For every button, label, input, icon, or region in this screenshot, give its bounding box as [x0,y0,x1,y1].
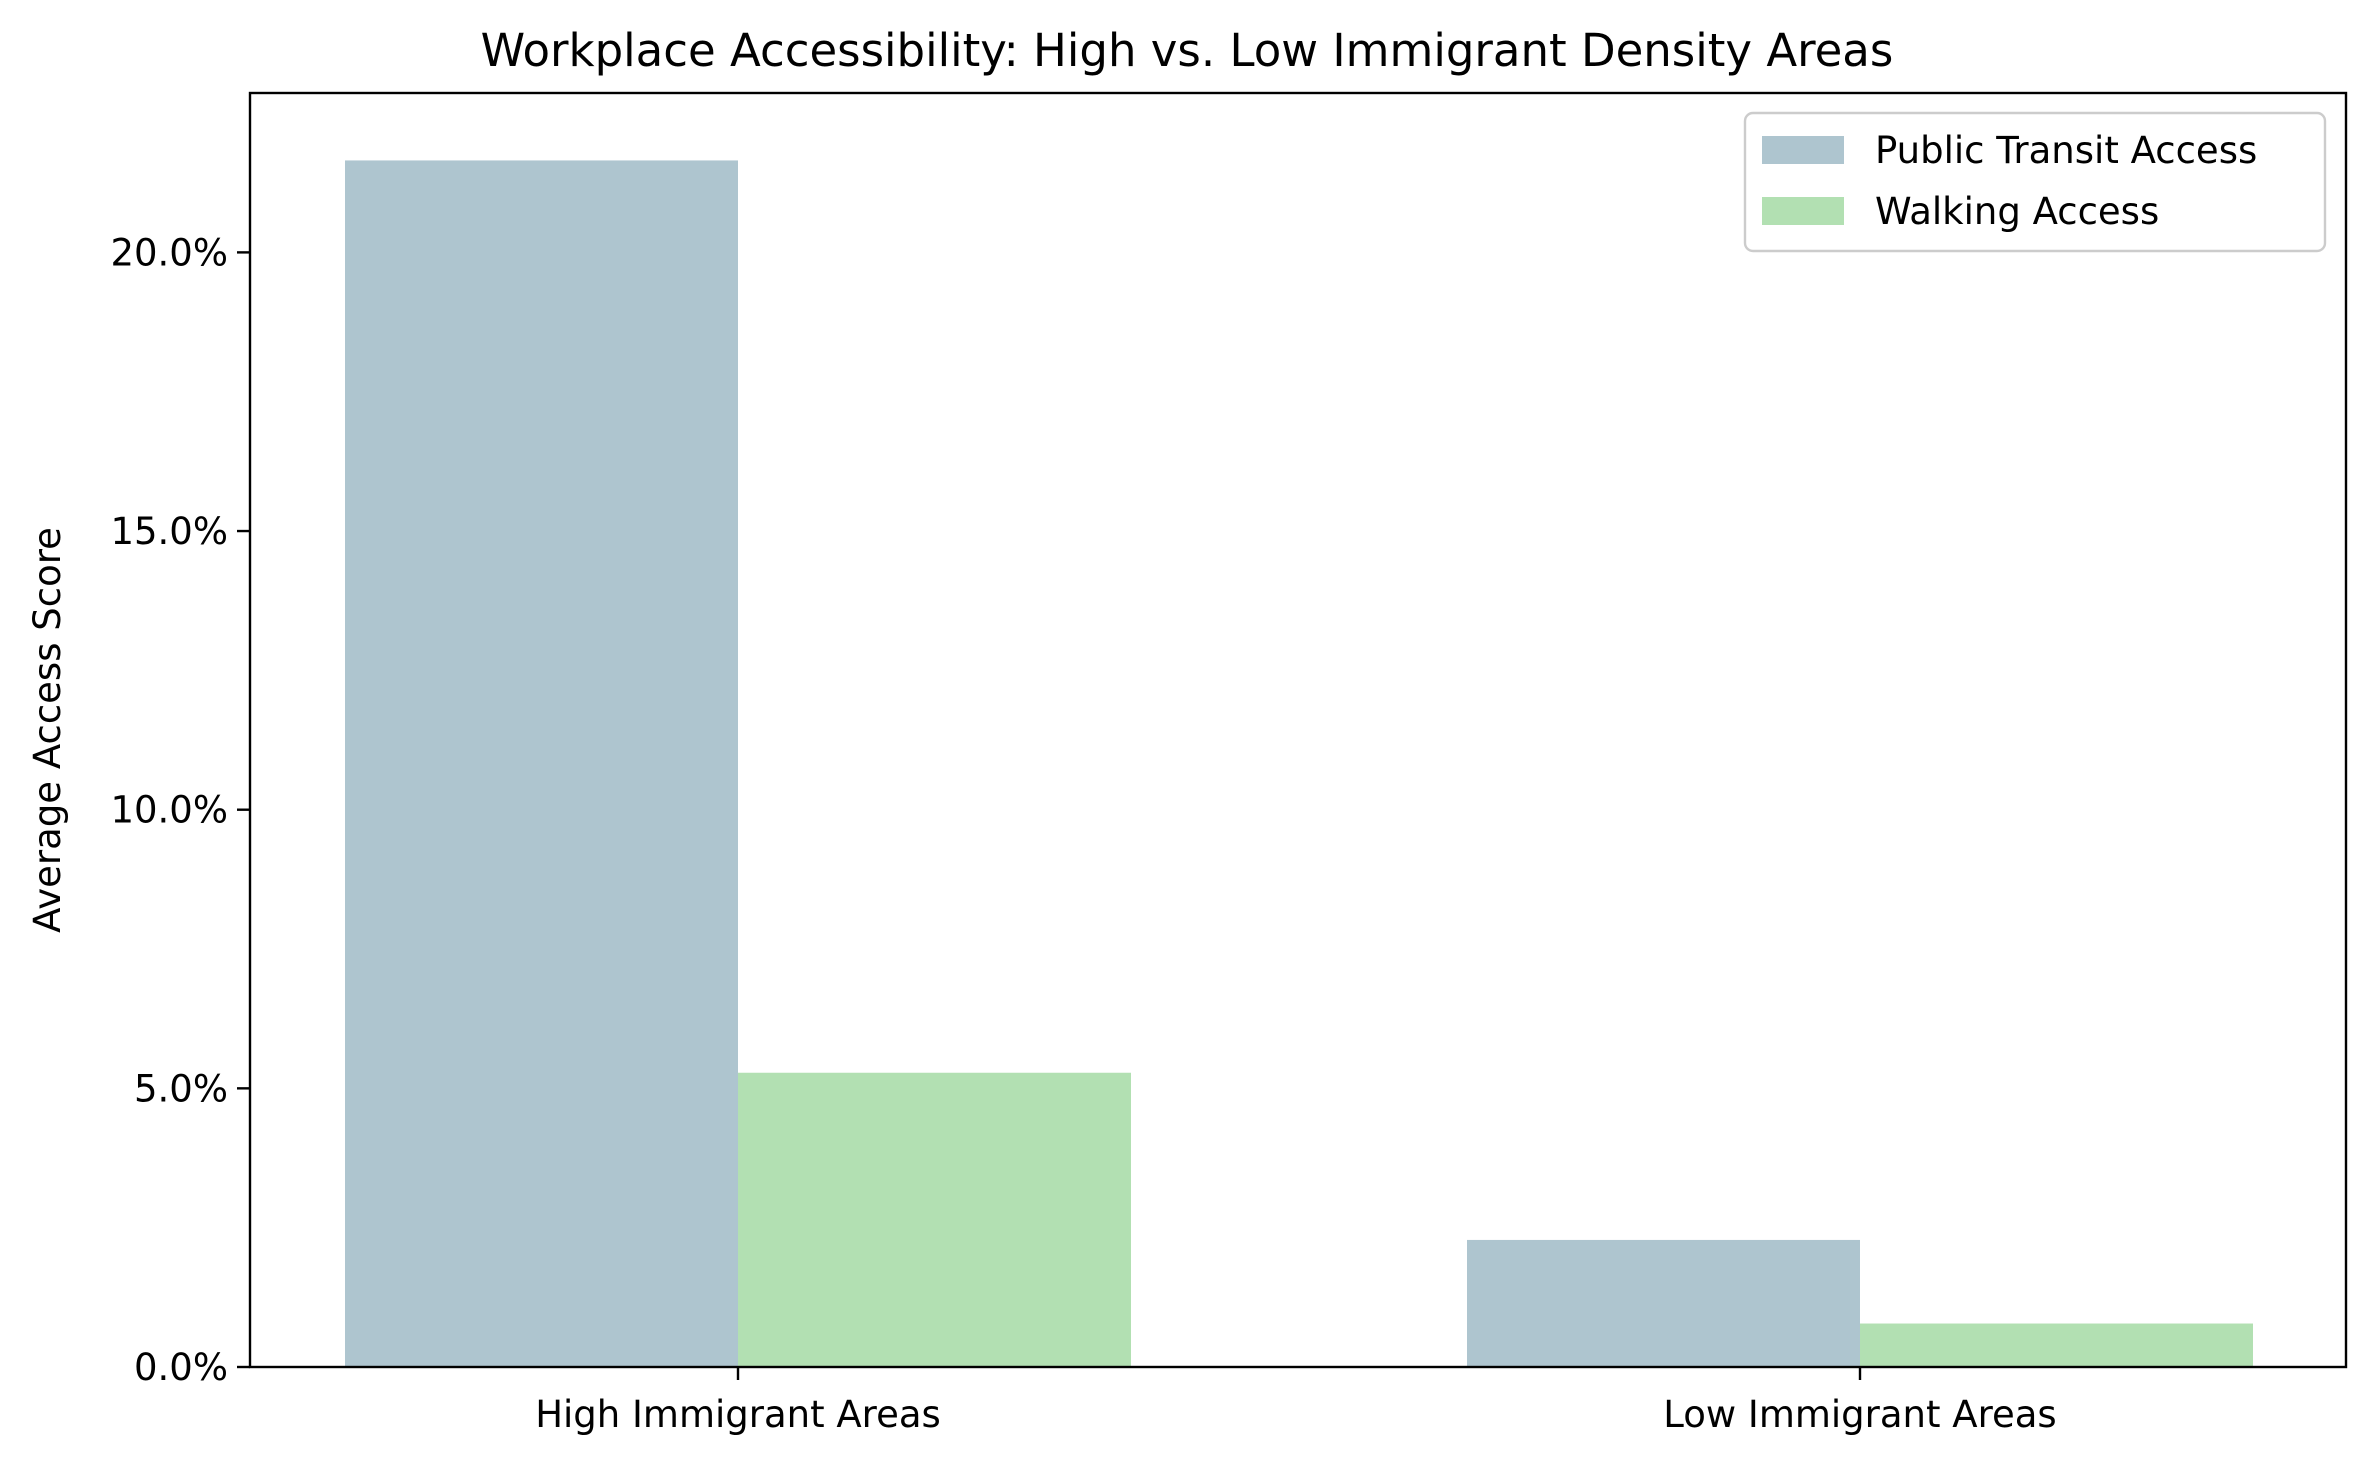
chart-title: Workplace Accessibility: High vs. Low Im… [481,24,1894,77]
y-axis-label: Average Access Score [26,527,69,933]
y-tick-label: 0.0% [134,1346,228,1389]
bar-walking-access-low-immigrant-areas [1860,1323,2253,1367]
legend-swatch-walking-access [1762,197,1844,225]
bar-public-transit-access-low-immigrant-areas [1467,1239,1860,1367]
x-axis: High Immigrant Areas Low Immigrant Areas [535,1367,2057,1436]
legend-entries: Public Transit Access Walking Access [1762,129,2257,233]
legend-swatch-public-transit-access [1762,136,1844,164]
bar-public-transit-access-high-immigrant-areas [345,160,738,1367]
legend-box [1743,111,2327,253]
x-tick-label: Low Immigrant Areas [1663,1393,2056,1436]
y-axis: 0.0% 5.0% 10.0% 15.0% 20.0% [110,231,250,1389]
plot-frame [248,91,2348,1369]
y-tick-label: 10.0% [110,789,228,832]
y-tick-label: 15.0% [110,510,228,553]
y-tick-label: 5.0% [134,1067,228,1110]
y-tick-label: 20.0% [110,231,228,274]
legend-label-walking-access: Walking Access [1875,190,2159,233]
x-tick-label: High Immigrant Areas [535,1393,941,1436]
bar-walking-access-high-immigrant-areas [738,1072,1131,1367]
bars-layer [345,160,2253,1367]
legend: Public Transit Access Walking Access [1743,111,2327,253]
legend-label-public-transit-access: Public Transit Access [1875,129,2257,172]
